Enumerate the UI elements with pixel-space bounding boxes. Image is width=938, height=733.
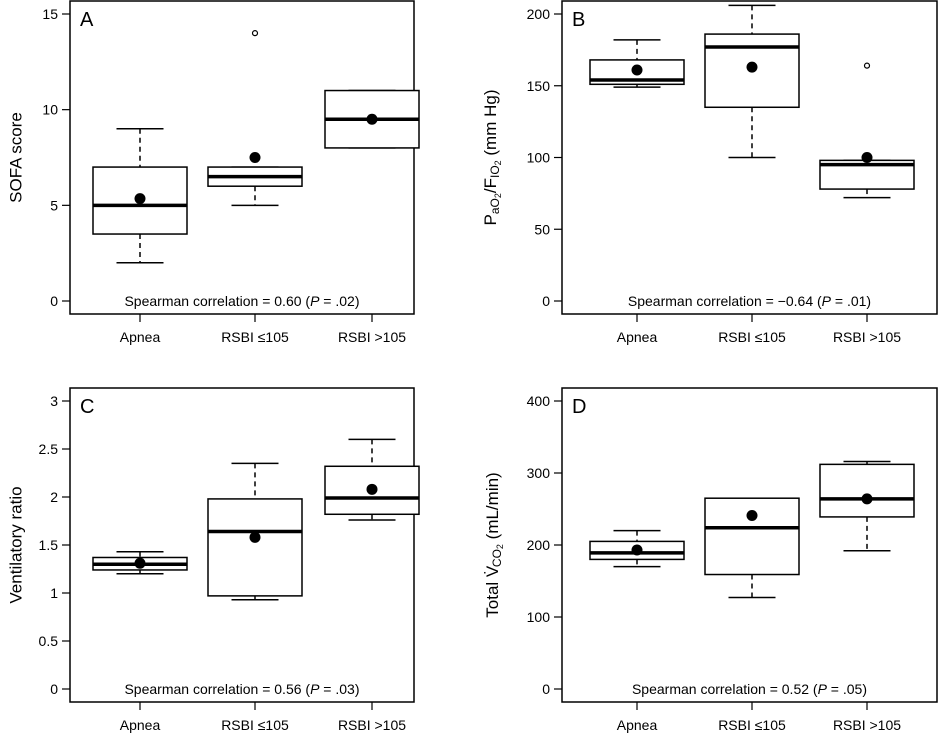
x-category-label: RSBI >105 [833, 717, 901, 733]
box-3 [819, 62, 915, 199]
y-tick-label: 50 [534, 221, 550, 237]
y-tick-label: 100 [527, 150, 551, 166]
mean-point [746, 509, 758, 521]
y-tick-label: 15 [42, 6, 58, 22]
y-axis-title: PaO2/FIO2 (mm Hg) [481, 90, 504, 226]
x-category-label: Apnea [617, 329, 658, 345]
panel-a: A 0 5 10 15 Apnea RSBI ≤105 RSBI >105 Spearman c… [7, 0, 420, 345]
iqr-box [207, 498, 303, 597]
x-category-label: RSBI >105 [338, 717, 406, 733]
panel-b: B 0 50 100 150 200 Apnea RSBI ≤105 RSBI >105 Spea… [481, 0, 938, 345]
mean-point [366, 483, 378, 495]
y-tick-label: 0 [542, 293, 550, 309]
y-axis-title: Total V˙CO2 (mL/min) [481, 472, 506, 617]
box-1 [92, 550, 188, 575]
spearman-annotation: Spearman correlation = 0.60 (P = .02) [124, 293, 359, 309]
y-tick-label: 1 [50, 585, 58, 601]
iqr-box [819, 463, 915, 518]
y-tick-label: 3 [50, 393, 58, 409]
y-tick-label: 0.5 [39, 633, 59, 649]
y-tick-label: 200 [527, 537, 551, 553]
box-1 [92, 128, 188, 264]
panel-letter: B [572, 9, 585, 31]
x-category-label: Apnea [617, 717, 658, 733]
mean-point [366, 113, 378, 125]
iqr-box [324, 465, 420, 516]
outlier-point [863, 62, 871, 69]
y-tick-label: 0 [50, 681, 58, 697]
box-1 [589, 39, 685, 88]
spearman-annotation: Spearman correlation = 0.52 (P = .05) [632, 681, 867, 697]
y-tick-label: 400 [527, 393, 551, 409]
box-3 [819, 460, 915, 552]
mean-point [249, 152, 261, 163]
spearman-annotation: Spearman correlation = 0.56 (P = .03) [124, 681, 359, 697]
x-category-label: Apnea [120, 717, 161, 733]
y-tick-label: 0 [50, 293, 58, 309]
mean-point [631, 544, 643, 556]
mean-point [249, 531, 261, 543]
y-tick-label: 1.5 [39, 537, 59, 553]
x-category-label: RSBI >105 [338, 329, 406, 345]
panel-letter: C [80, 396, 94, 418]
plot-frame [69, 0, 415, 315]
box-3 [324, 89, 420, 149]
y-tick-label: 150 [527, 78, 551, 94]
box-1 [589, 529, 685, 568]
iqr-box [704, 497, 800, 576]
panel-d: D 0 100 200 300 400 Apnea RSBI ≤105 RSBI >105 Spe… [481, 387, 938, 733]
x-category-label: RSBI ≤105 [718, 329, 786, 345]
y-tick-label: 5 [50, 197, 58, 213]
x-category-label: RSBI >105 [833, 329, 901, 345]
mean-point [746, 61, 758, 73]
box-2 [704, 4, 800, 159]
y-tick-label: 0 [542, 681, 550, 697]
y-tick-label: 2 [50, 489, 58, 505]
box-3 [324, 438, 420, 521]
x-category-label: Apnea [120, 329, 161, 345]
mean-point [861, 152, 873, 163]
spearman-annotation: Spearman correlation = −0.64 (P = .01) [628, 293, 871, 309]
panel-c: C 0 0.5 1 1.5 2 2.5 3 Apnea RSBI ≤105 RSBI >105 Spe… [7, 387, 420, 733]
y-tick-label: 200 [527, 6, 551, 22]
y-tick-label: 300 [527, 465, 551, 481]
panel-letter: D [572, 396, 586, 418]
x-category-label: RSBI ≤105 [221, 717, 289, 733]
y-axis-title: SOFA score [7, 112, 26, 203]
outlier-point [251, 30, 259, 37]
x-category-label: RSBI ≤105 [221, 329, 289, 345]
y-tick-label: 10 [42, 102, 58, 118]
y-axis-title: Ventilatory ratio [7, 486, 26, 603]
mean-point [861, 493, 873, 505]
mean-point [631, 64, 643, 76]
box-2 [207, 30, 303, 207]
x-category-label: RSBI ≤105 [718, 717, 786, 733]
mean-point [134, 557, 146, 569]
box-2 [704, 497, 800, 599]
mean-point [134, 193, 146, 205]
panel-letter: A [80, 9, 94, 31]
y-tick-label: 2.5 [39, 441, 59, 457]
box-2 [207, 462, 303, 601]
y-tick-label: 100 [527, 609, 551, 625]
